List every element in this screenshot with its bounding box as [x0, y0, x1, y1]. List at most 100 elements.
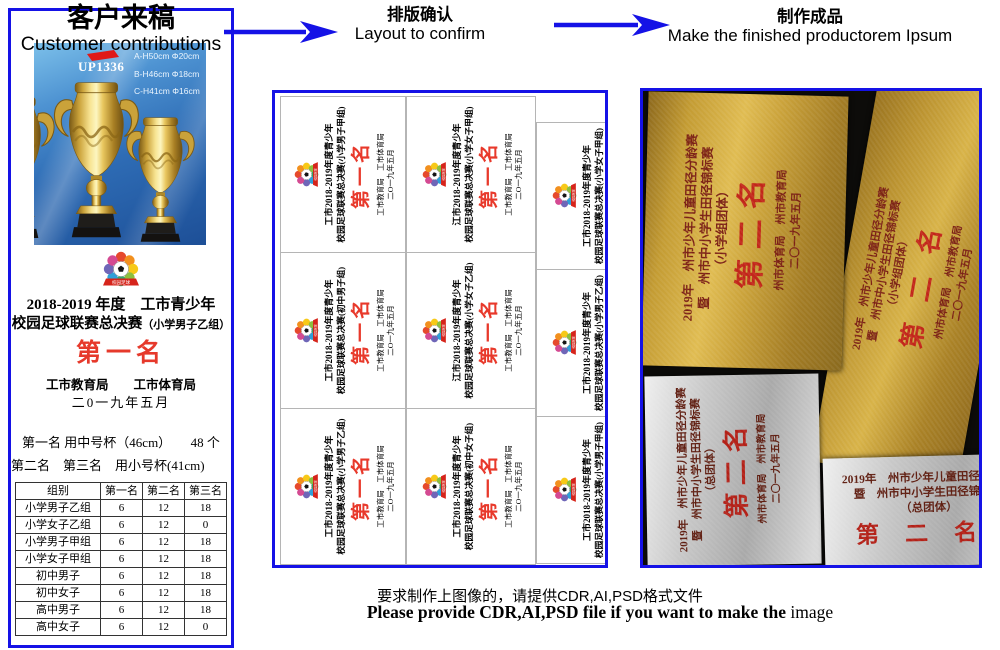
customer-draft-panel: UP1336 A-H50cm Φ20cm B-H46cm Φ18cm C-H41… [8, 8, 234, 648]
plaque-group: （总团体） [704, 441, 718, 497]
table-header-row: 组别 第一名 第二名 第三名 [15, 482, 227, 500]
plaque-date: 二〇一九年五月 [770, 433, 783, 504]
plaque-rank: 第二名 [896, 204, 951, 352]
campus-football-logo-icon [422, 317, 447, 344]
cell: 初中女子 [15, 584, 101, 602]
proof-title2: 校园足球联赛总决赛(小学男子乙组) [594, 274, 604, 412]
silver-plaque-bottom-right: 2019年 州市少年儿童田径分龄赛 暨 州市中小学生田径锦标赛 （总团体） 第二… [822, 453, 982, 565]
plaque-issuers: 州市体育局 州市教育局 [756, 413, 769, 524]
draft-certificate: 2018-2019 年度 工市青少年 校园足球联赛总决赛（小学男子乙组） 第一名… [11, 245, 231, 477]
proof-rank: 第一名 [479, 452, 500, 522]
certificate-title-line1: 2018-2019 年度 工市青少年 [26, 297, 216, 313]
proof-rank: 第一名 [351, 452, 372, 522]
cell: 6 [100, 584, 143, 602]
plaque-date: 二〇一九年五月 [789, 191, 804, 269]
plaque-rank: 第二名 [733, 168, 770, 290]
plaque-title2: 暨 州市中小学生田径锦标赛 [689, 398, 705, 542]
proof-certificate: 工市2018-2019年度青少年 校园足球联赛总决赛(小学男子甲组) 第一名 工… [280, 96, 406, 253]
proof-certificate: 工市2018-2019年度青少年 校园足球联赛总决赛(小学男子乙组) 第一名 工… [536, 269, 605, 417]
table-row: 初中女子 6 12 18 [15, 584, 227, 602]
cell: 6 [100, 618, 143, 636]
cell: 高中男子 [15, 601, 101, 619]
plaque-group: （小学组团体） [713, 184, 731, 273]
plaque-group: （小学组团体） [885, 234, 911, 313]
proof-title2: 校园足球联赛总决赛(初中女子组) [464, 422, 474, 551]
step-customer-draft: 客户来稿 Customer contributions [8, 3, 234, 55]
plaque-title2: 暨 州市中小学生田径锦标赛 [853, 484, 982, 501]
step1-title-en: Customer contributions [20, 32, 222, 55]
certificate-date: 二0一九年五月 [71, 395, 171, 410]
cell: 12 [142, 601, 185, 619]
cell: 12 [142, 584, 185, 602]
plaque-date: 二〇一九年五月 [951, 247, 975, 322]
proof-title1: 工市2018-2019年度青少年 [324, 435, 334, 538]
cell: 18 [184, 567, 227, 585]
proof-issuers: 工市教育局 工市体育局 [376, 289, 385, 372]
proof-certificate: 江市2018-2019年度青少年 校园足球联赛总决赛(小学女子甲组) 第一名 工… [406, 96, 536, 253]
cell: 6 [100, 499, 143, 517]
footer-note-zh: 要求制作上图像的，请提供CDR,AI,PSD格式文件 [377, 588, 703, 605]
step1-title-zh: 客户来稿 [67, 3, 175, 33]
finished-product-panel: 2019年 州市少年儿童田径分龄赛 暨 州市中小学生田径锦标赛 （小学组团体） … [640, 88, 982, 568]
cell: 6 [100, 550, 143, 568]
proof-issuers: 工市教育局 工市体育局 [376, 133, 385, 216]
campus-football-logo-icon [552, 477, 577, 503]
cell: 12 [142, 516, 185, 534]
proof-title2: 校园足球联赛总决赛(初中男子组) [336, 266, 346, 395]
col-header-second: 第二名 [142, 482, 185, 500]
cell: 12 [142, 533, 185, 551]
table-row: 小学男子甲组 6 12 18 [15, 533, 227, 551]
layout-proof-panel: 工市2018-2019年度青少年 校园足球联赛总决赛(小学男子甲组) 第一名 工… [272, 90, 608, 568]
trophy-specs: A-H50cm Φ20cm B-H46cm Φ18cm C-H41cm Φ16c… [134, 48, 200, 101]
groups-award-table: 组别 第一名 第二名 第三名 小学男子乙组 6 12 18 小学女子乙组 6 12 0 小学… [15, 482, 227, 636]
cell: 小学男子乙组 [15, 499, 101, 517]
proof-column-2: 江市2018-2019年度青少年 校园足球联赛总决赛(小学女子甲组) 第一名 工… [406, 96, 536, 565]
cell: 18 [184, 499, 227, 517]
proof-date: 二O一九年五月 [514, 305, 523, 356]
plaque-rank: 第二名 [855, 518, 982, 548]
plaque-rank: 第二名 [721, 419, 752, 519]
proof-issuers: 工市教育局 工市体育局 [504, 445, 513, 528]
plaque-group: （总团体） [900, 500, 958, 515]
proof-issuers: 工市教育局 工市体育局 [504, 289, 513, 372]
proof-title1: 工市2018-2019年度青少年 [452, 435, 462, 538]
order-note-line2: 第二名 第三名 用小号杯(41cm) 204 个 [11, 458, 231, 473]
order-note-line1: 第一名 用中号杯（46cm） 48 个 [22, 435, 220, 450]
cell: 0 [184, 618, 227, 636]
proof-title1: 工市2018-2019年度青少年 [582, 292, 592, 394]
col-header-first: 第一名 [100, 482, 143, 500]
cell: 18 [184, 584, 227, 602]
step-finished-product: 制作成品 Make the finished productorem Ipsum [628, 8, 992, 46]
certificate-title-line2: 校园足球联赛总决赛（小学男子乙组） [11, 315, 231, 335]
cell: 12 [142, 550, 185, 568]
proof-issuers: 工市教育局 工市体育局 [376, 445, 385, 528]
arrow-right-icon [224, 21, 338, 43]
plaque-title1: 2019年 州市少年儿童田径分龄赛 [680, 133, 700, 322]
cell: 12 [142, 499, 185, 517]
cell: 小学男子甲组 [15, 533, 101, 551]
cell: 6 [100, 533, 143, 551]
proof-title1: 工市2018-2019年度青少年 [324, 279, 334, 382]
proof-title2: 校园足球联赛总决赛(小学女子甲组) [594, 127, 604, 265]
cell: 高中女子 [15, 618, 101, 636]
footer-note-en-bold: Please provide CDR,AI,PSD file if you wa… [366, 602, 787, 622]
footer-note-en: Please provide CDR,AI,PSD file if you wa… [250, 602, 950, 623]
proof-title1: 工市2018-2019年度青少年 [582, 145, 592, 247]
proof-title2: 校园足球联赛总决赛(小学女子乙组) [464, 262, 474, 399]
proof-rank: 第一名 [351, 296, 372, 366]
proof-date: 二O一九年五月 [386, 149, 395, 200]
cell: 初中男子 [15, 567, 101, 585]
table-row: 小学男子乙组 6 12 18 [15, 499, 227, 517]
step3-title-zh: 制作成品 [777, 8, 843, 26]
campus-football-logo-icon [294, 317, 319, 344]
proof-rank: 第一名 [479, 296, 500, 366]
table-row: 高中男子 6 12 18 [15, 601, 227, 619]
proof-certificate: 工市2018-2019年度青少年 校园足球联赛总决赛(小学男子甲组) 第一名 工… [536, 416, 605, 564]
trophy-spec-c: C-H41cm Φ16cm [134, 86, 200, 96]
trophy-photo: UP1336 A-H50cm Φ20cm B-H46cm Φ18cm C-H41… [34, 43, 206, 245]
proof-date: 二O一九年五月 [386, 305, 395, 356]
footer-note-en-tail: image [790, 602, 834, 622]
plaque-title2: 暨 州市中小学生田径锦标赛 [866, 199, 903, 343]
campus-football-logo-icon [552, 330, 577, 356]
proof-issuers: 工市教育局 工市体育局 [504, 133, 513, 216]
